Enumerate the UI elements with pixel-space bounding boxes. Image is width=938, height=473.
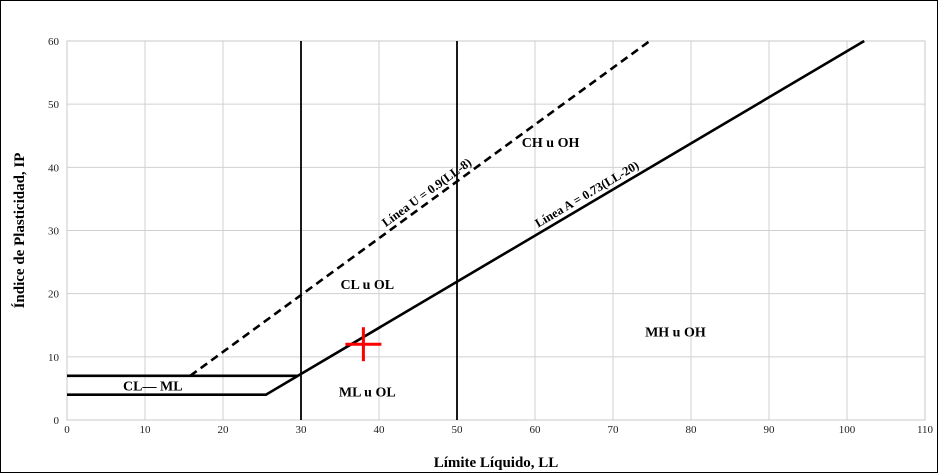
- x-tick-label: 30: [296, 424, 308, 436]
- x-tick-label: 90: [764, 424, 776, 436]
- x-tick-label: 60: [530, 424, 542, 436]
- sample-marker: [345, 327, 382, 362]
- x-tick-label: 100: [839, 424, 856, 436]
- x-tick-label: 10: [140, 424, 152, 436]
- x-tick-label: 80: [686, 424, 698, 436]
- y-tick-label: 40: [48, 162, 60, 174]
- x-tick-label: 0: [64, 424, 70, 436]
- grid: [66, 40, 926, 421]
- zone-label: CH u OH: [522, 136, 580, 151]
- zone-label: CL— ML: [123, 379, 183, 394]
- x-tick-label: 50: [452, 424, 464, 436]
- zone-label: MH u OH: [645, 326, 706, 341]
- zone-label: CL u OL: [340, 278, 394, 293]
- x-tick-label: 40: [374, 424, 386, 436]
- y-tick-label: 60: [48, 36, 60, 48]
- line-a-label: Línea A = 0.73(LL-20): [533, 158, 642, 230]
- plot-area: [66, 40, 926, 421]
- y-tick-label: 20: [48, 289, 60, 301]
- line-u-label: Línea U = 0.9(LL-8): [379, 155, 474, 229]
- y-axis-title: Índice de Plasticidad, IP: [11, 153, 28, 309]
- tick-labels: 0 10 20 30 40 50 60 70 80 90 100 110 0 10 20 30 40 50 60: [48, 36, 934, 436]
- y-tick-label: 30: [48, 226, 60, 238]
- y-tick-label: 10: [48, 352, 60, 364]
- y-tick-label: 0: [54, 415, 60, 427]
- x-tick-label: 20: [218, 424, 230, 436]
- zone-label: ML u OL: [339, 386, 396, 401]
- y-tick-label: 50: [48, 99, 60, 111]
- line-u: [189, 39, 651, 377]
- x-tick-label: 110: [917, 424, 934, 436]
- x-tick-label: 70: [608, 424, 620, 436]
- x-axis-title: Límite Líquido, LL: [434, 455, 559, 471]
- zone-labels: CL— ML CL u OL ML u OL CH u OH MH u OH: [123, 136, 706, 401]
- line-a: [67, 39, 865, 396]
